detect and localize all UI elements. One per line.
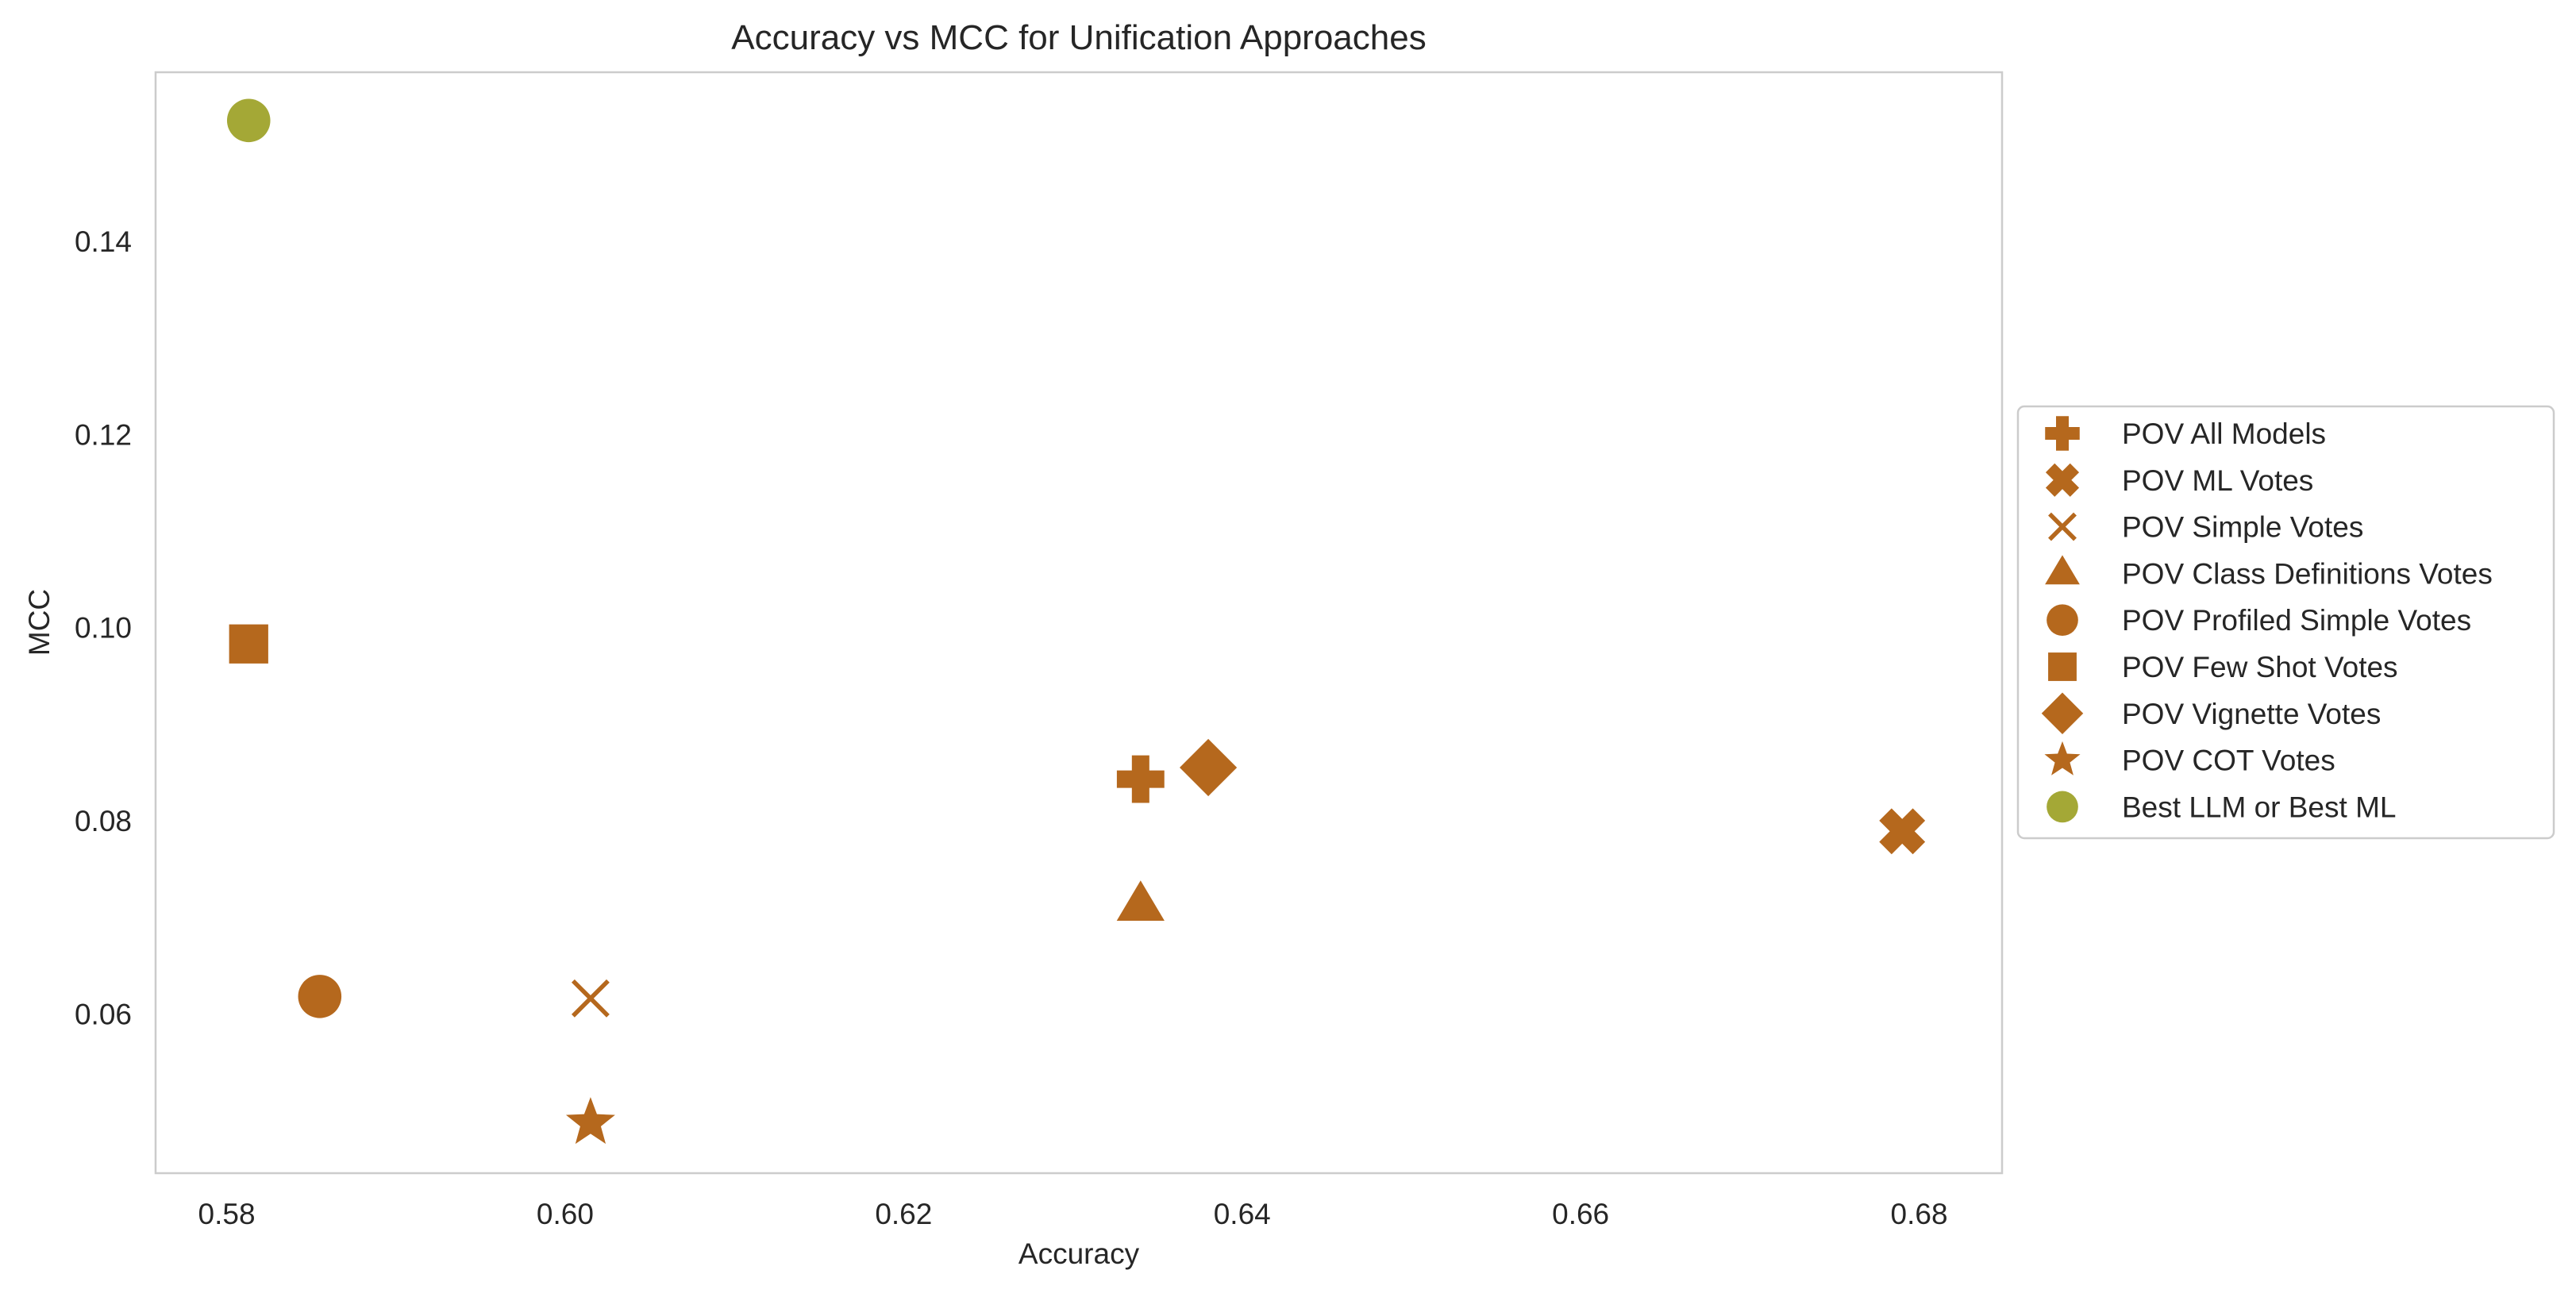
data-point: [1116, 755, 1165, 803]
x-axis-label: Accuracy: [1018, 1237, 1140, 1270]
legend-label: POV COT Votes: [2122, 745, 2335, 777]
legend-marker: [2048, 512, 2077, 541]
legend-marker: [2048, 652, 2077, 681]
legend-label: POV Simple Votes: [2122, 511, 2363, 544]
y-tick-label: 0.14: [75, 225, 132, 258]
chart-title: Accuracy vs MCC for Unification Approach…: [731, 18, 1426, 57]
data-point: [1879, 808, 1926, 855]
data-point: [229, 624, 268, 664]
legend-label: POV Class Definitions Votes: [2122, 557, 2493, 590]
legend-marker: [2041, 692, 2084, 735]
x-tick-label: 0.66: [1552, 1198, 1609, 1230]
legend-marker: [2044, 741, 2081, 776]
data-point: [1180, 738, 1238, 797]
y-axis-ticks: 0.06 0.08 0.10 0.12 0.14: [75, 225, 132, 1030]
legend-marker: [2047, 791, 2078, 823]
x-tick-label: 0.58: [198, 1198, 256, 1230]
data-point: [565, 1097, 615, 1145]
x-tick-label: 0.60: [537, 1198, 594, 1230]
legend-box: [2016, 405, 2555, 840]
x-axis-ticks: 0.58 0.60 0.62 0.64 0.66 0.68: [198, 1198, 1948, 1230]
legend-marker: [2045, 463, 2080, 497]
data-point: [1116, 880, 1165, 921]
y-tick-label: 0.06: [75, 998, 132, 1030]
legend-marker: [2045, 416, 2080, 451]
legend-marker: [2045, 555, 2080, 585]
data-point: [571, 979, 610, 1018]
legend-label: POV Vignette Votes: [2122, 698, 2381, 730]
legend-label: POV Profiled Simple Votes: [2122, 604, 2471, 637]
x-tick-label: 0.64: [1214, 1198, 1271, 1230]
legend-label: POV All Models: [2122, 418, 2326, 450]
y-tick-label: 0.10: [75, 612, 132, 645]
legend-label: POV ML Votes: [2122, 464, 2313, 497]
data-point: [298, 975, 342, 1018]
legend: POV All Models POV ML Votes POV Simple Vot…: [2016, 405, 2555, 840]
y-axis-label: MCC: [23, 589, 56, 656]
plot-area: [154, 71, 2004, 1175]
x-tick-label: 0.62: [875, 1198, 932, 1230]
y-tick-label: 0.12: [75, 418, 132, 451]
data-points: [226, 98, 1926, 1145]
legend-marker: [2047, 604, 2078, 637]
legend-label: Best LLM or Best ML: [2122, 791, 2396, 823]
data-point: [226, 98, 271, 143]
y-tick-label: 0.08: [75, 805, 132, 837]
x-tick-label: 0.68: [1891, 1198, 1948, 1230]
legend-label: POV Few Shot Votes: [2122, 651, 2398, 683]
